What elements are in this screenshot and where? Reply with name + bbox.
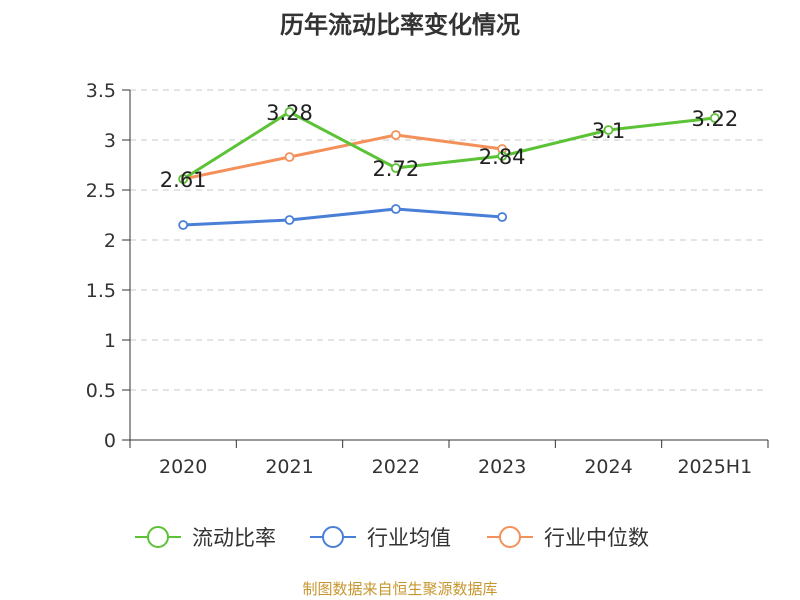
data-point <box>284 215 295 225</box>
data-label: 2.61 <box>160 168 207 192</box>
y-tick-label: 2 <box>104 230 116 252</box>
legend-label: 行业中位数 <box>544 526 649 550</box>
y-tick-label: 0.5 <box>86 380 116 402</box>
data-point <box>497 151 508 161</box>
data-point <box>390 163 401 173</box>
data-point <box>497 212 508 222</box>
data-point <box>709 113 720 123</box>
legend-label: 行业均值 <box>367 526 451 550</box>
legend-label: 流动比率 <box>192 526 276 550</box>
y-tick-label: 3 <box>104 130 116 152</box>
x-tick-label: 2025H1 <box>677 456 752 478</box>
y-tick-label: 1 <box>104 330 116 352</box>
legend-swatch-marker <box>322 526 344 548</box>
legend-swatch-marker <box>499 526 521 548</box>
series-line <box>182 110 716 181</box>
data-point <box>178 220 189 230</box>
data-point <box>284 107 295 117</box>
data-point <box>390 204 401 214</box>
source-note: 制图数据来自恒生聚源数据库 <box>302 580 498 598</box>
chart-title: 历年流动比率变化情况 <box>280 11 520 39</box>
series-line <box>183 207 503 227</box>
data-label: 2.84 <box>479 145 526 169</box>
x-tick-label: 2023 <box>478 456 526 478</box>
x-tick-label: 2024 <box>584 456 632 478</box>
data-label: 3.1 <box>592 119 625 143</box>
y-tick-label: 3.5 <box>86 80 116 102</box>
y-tick-label: 2.5 <box>86 180 116 202</box>
legend-swatch-marker <box>147 526 169 548</box>
data-point <box>178 174 189 184</box>
data-label: 2.72 <box>372 157 419 181</box>
x-tick-label: 2020 <box>159 456 207 478</box>
y-tick-label: 1.5 <box>86 280 116 302</box>
series-line <box>182 133 503 181</box>
data-label: 3.22 <box>691 107 738 131</box>
data-point <box>603 125 614 135</box>
y-tick-label: 0 <box>104 430 116 452</box>
data-point <box>284 152 295 162</box>
data-label: 3.28 <box>266 101 313 125</box>
x-tick-label: 2021 <box>265 456 313 478</box>
data-point <box>390 130 401 140</box>
x-tick-label: 2022 <box>372 456 420 478</box>
